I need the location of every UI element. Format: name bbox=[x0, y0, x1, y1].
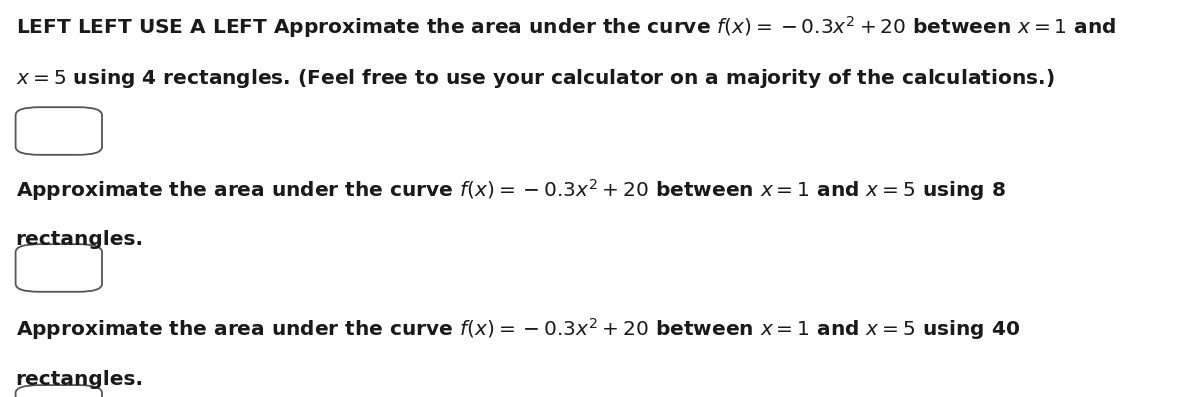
FancyBboxPatch shape bbox=[16, 385, 102, 397]
FancyBboxPatch shape bbox=[16, 244, 102, 292]
Text: Approximate the area under the curve $f(x) = -0.3x^2 + 20$ between $x = 1$ and $: Approximate the area under the curve $f(… bbox=[16, 316, 1020, 341]
Text: LEFT LEFT USE A LEFT Approximate the area under the curve $f(x) = -0.3x^2 + 20$ : LEFT LEFT USE A LEFT Approximate the are… bbox=[16, 14, 1116, 40]
Text: rectangles.: rectangles. bbox=[16, 370, 144, 389]
Text: $x = 5$ using 4 rectangles. (Feel free to use your calculator on a majority of t: $x = 5$ using 4 rectangles. (Feel free t… bbox=[16, 67, 1054, 91]
Text: rectangles.: rectangles. bbox=[16, 230, 144, 249]
Text: Approximate the area under the curve $f(x) = -0.3x^2 + 20$ between $x = 1$ and $: Approximate the area under the curve $f(… bbox=[16, 177, 1006, 202]
FancyBboxPatch shape bbox=[16, 107, 102, 155]
